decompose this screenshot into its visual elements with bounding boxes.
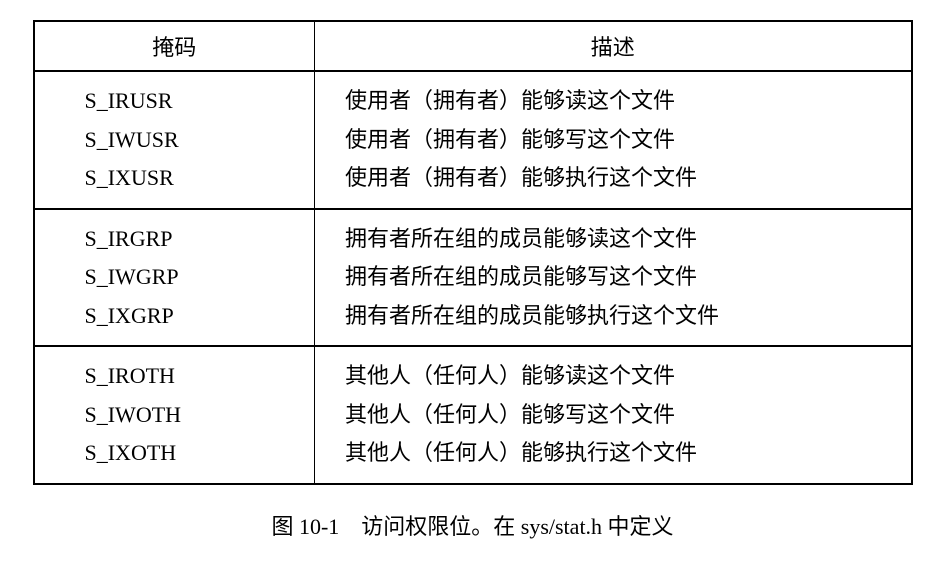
mask-cell-group-0: S_IRUSR S_IWUSR S_IXUSR [34,71,315,209]
mask-value: S_IWOTH [85,396,314,435]
mask-value: S_IWUSR [85,121,314,160]
desc-cell-group-0: 使用者（拥有者）能够读这个文件 使用者（拥有者）能够写这个文件 使用者（拥有者）… [314,71,911,209]
table-row: S_IRGRP S_IWGRP S_IXGRP 拥有者所在组的成员能够读这个文件… [34,209,912,347]
desc-cell-group-2: 其他人（任何人）能够读这个文件 其他人（任何人）能够写这个文件 其他人（任何人）… [314,346,911,484]
desc-value: 其他人（任何人）能够写这个文件 [345,396,911,435]
header-mask: 掩码 [34,21,315,71]
table-header-row: 掩码 描述 [34,21,912,71]
mask-cell-group-1: S_IRGRP S_IWGRP S_IXGRP [34,209,315,347]
desc-cell-group-1: 拥有者所在组的成员能够读这个文件 拥有者所在组的成员能够写这个文件 拥有者所在组… [314,209,911,347]
permission-table-container: 掩码 描述 S_IRUSR S_IWUSR S_IXUSR 使用者（拥有者）能够… [33,20,913,541]
desc-value: 拥有者所在组的成员能够执行这个文件 [345,297,911,336]
mask-value: S_IRGRP [85,220,314,259]
desc-value: 拥有者所在组的成员能够写这个文件 [345,258,911,297]
mask-value: S_IRUSR [85,82,314,121]
mask-value: S_IROTH [85,357,314,396]
mask-value: S_IXUSR [85,159,314,198]
desc-value: 其他人（任何人）能够读这个文件 [345,357,911,396]
header-desc: 描述 [314,21,911,71]
table-row: S_IRUSR S_IWUSR S_IXUSR 使用者（拥有者）能够读这个文件 … [34,71,912,209]
mask-cell-group-2: S_IROTH S_IWOTH S_IXOTH [34,346,315,484]
table-row: S_IROTH S_IWOTH S_IXOTH 其他人（任何人）能够读这个文件 … [34,346,912,484]
desc-value: 使用者（拥有者）能够写这个文件 [345,121,911,160]
mask-value: S_IWGRP [85,258,314,297]
mask-value: S_IXGRP [85,297,314,336]
desc-value: 使用者（拥有者）能够读这个文件 [345,82,911,121]
desc-value: 其他人（任何人）能够执行这个文件 [345,434,911,473]
desc-value: 使用者（拥有者）能够执行这个文件 [345,159,911,198]
mask-value: S_IXOTH [85,434,314,473]
desc-value: 拥有者所在组的成员能够读这个文件 [345,220,911,259]
permission-table: 掩码 描述 S_IRUSR S_IWUSR S_IXUSR 使用者（拥有者）能够… [33,20,913,485]
figure-caption: 图 10-1 访问权限位。在 sys/stat.h 中定义 [33,509,913,541]
